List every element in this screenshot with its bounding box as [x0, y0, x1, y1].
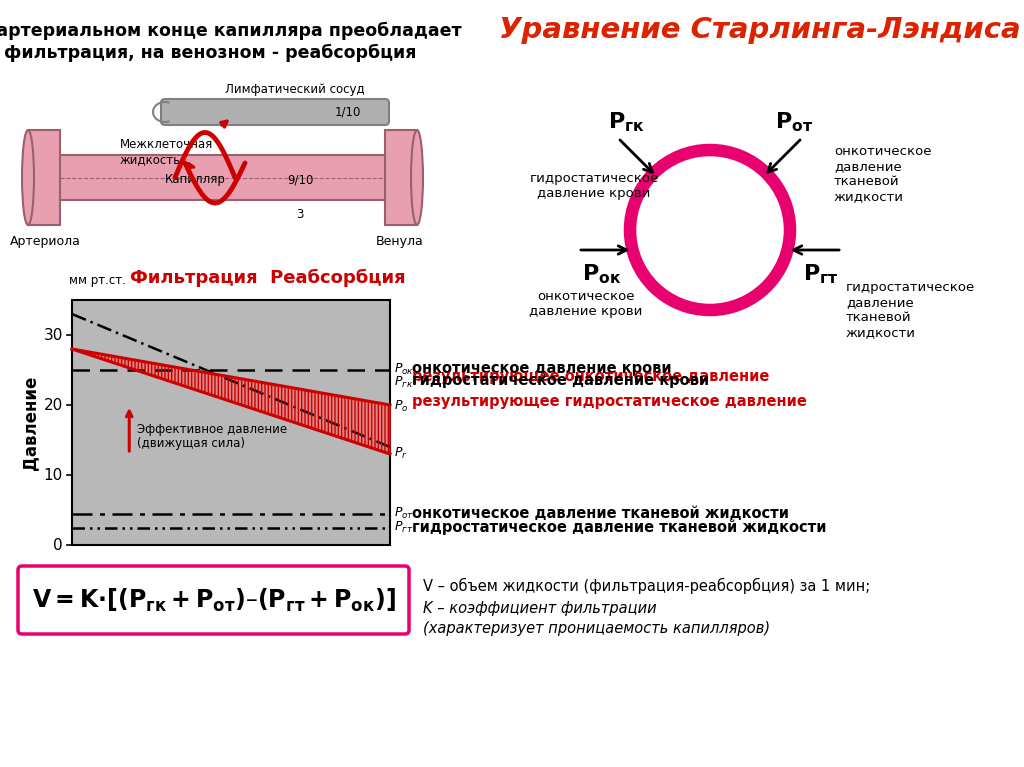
Text: $P_o$: $P_o$	[394, 398, 409, 413]
Text: Фильтрация  Реабсорбция: Фильтрация Реабсорбция	[130, 269, 406, 287]
Text: 0: 0	[53, 538, 63, 552]
Bar	[60, 155, 385, 200]
Text: $P_{ок}$: $P_{ок}$	[394, 361, 414, 377]
Text: K – коэффициент фильтрации: K – коэффициент фильтрации	[423, 601, 656, 615]
Text: 1/10: 1/10	[335, 106, 361, 118]
Ellipse shape	[22, 130, 34, 225]
Text: Капилляр: Капилляр	[165, 173, 226, 186]
Text: Уравнение Старлинга-Лэндиса: Уравнение Старлинга-Лэндиса	[499, 16, 1021, 44]
Text: Межклеточная
жидкость: Межклеточная жидкость	[120, 138, 213, 166]
Bar	[72, 300, 390, 545]
Text: $\mathbf{P_{ок}}$: $\mathbf{P_{ок}}$	[583, 262, 622, 286]
Text: 10: 10	[44, 468, 63, 482]
Text: онкотическое давление крови: онкотическое давление крови	[412, 361, 672, 377]
Text: Артериола: Артериола	[9, 235, 81, 248]
Bar	[385, 130, 417, 225]
Text: онкотическое
давление
тканевой
жидкости: онкотическое давление тканевой жидкости	[834, 145, 932, 203]
Text: гидростатическое давление тканевой жидкости: гидростатическое давление тканевой жидко…	[412, 520, 826, 535]
Text: 9/10: 9/10	[287, 173, 313, 186]
Text: Давление: Давление	[22, 375, 39, 469]
Text: $P_r$: $P_r$	[394, 446, 408, 460]
Text: 30: 30	[44, 328, 63, 343]
Text: $P_{гт}$: $P_{гт}$	[394, 520, 414, 535]
Polygon shape	[72, 349, 390, 454]
Text: Лимфатический сосуд: Лимфатический сосуд	[225, 83, 365, 96]
Text: результирующее гидростатическое давление: результирующее гидростатическое давление	[412, 394, 807, 409]
Text: мм рт.ст.: мм рт.ст.	[69, 274, 126, 287]
Text: $\mathbf{P_{гт}}$: $\mathbf{P_{гт}}$	[803, 262, 839, 286]
Text: $\mathbf{V= K{\bullet}[(P_{гк}+ P_{от}) – (P_{гт}+ P_{ок})]}$: $\mathbf{V= K{\bullet}[(P_{гк}+ P_{от}) …	[32, 587, 395, 614]
Text: $\mathbf{P_{гк}}$: $\mathbf{P_{гк}}$	[607, 110, 644, 133]
Text: 3: 3	[296, 208, 304, 221]
Text: (характеризует проницаемость капилляров): (характеризует проницаемость капилляров)	[423, 621, 770, 636]
Text: онкотическое
давление крови: онкотическое давление крови	[529, 290, 643, 318]
Ellipse shape	[411, 130, 423, 225]
Text: гидростатическое
давление
тканевой
жидкости: гидростатическое давление тканевой жидко…	[846, 281, 975, 339]
Text: гидростатическое
давление крови: гидростатическое давление крови	[529, 172, 658, 200]
Text: На  артериальном конце капилляра преобладает: На артериальном конце капилляра преоблад…	[0, 22, 462, 40]
Text: $P_{от}$: $P_{от}$	[394, 506, 414, 521]
Text: $P_{гк}$: $P_{гк}$	[394, 375, 414, 390]
Text: гидростатическое давление крови: гидростатическое давление крови	[412, 373, 710, 388]
FancyBboxPatch shape	[18, 566, 409, 634]
Text: фильтрация, на венозном - реабсорбция: фильтрация, на венозном - реабсорбция	[4, 44, 416, 62]
Bar	[28, 130, 60, 225]
Text: $\mathbf{P_{от}}$: $\mathbf{P_{от}}$	[775, 110, 813, 133]
FancyBboxPatch shape	[161, 99, 389, 125]
Text: V – объем жидкости (фильтрация-реабсорбция) за 1 мин;: V – объем жидкости (фильтрация-реабсорбц…	[423, 578, 870, 594]
Text: 20: 20	[44, 397, 63, 413]
Text: Эффективное давление
(движущая сила): Эффективное давление (движущая сила)	[137, 423, 288, 450]
Text: онкотическое давление тканевой жидкости: онкотическое давление тканевой жидкости	[412, 506, 790, 521]
Text: Венула: Венула	[376, 235, 424, 248]
Text: результирующее онкотическое давление: результирующее онкотическое давление	[412, 370, 769, 384]
